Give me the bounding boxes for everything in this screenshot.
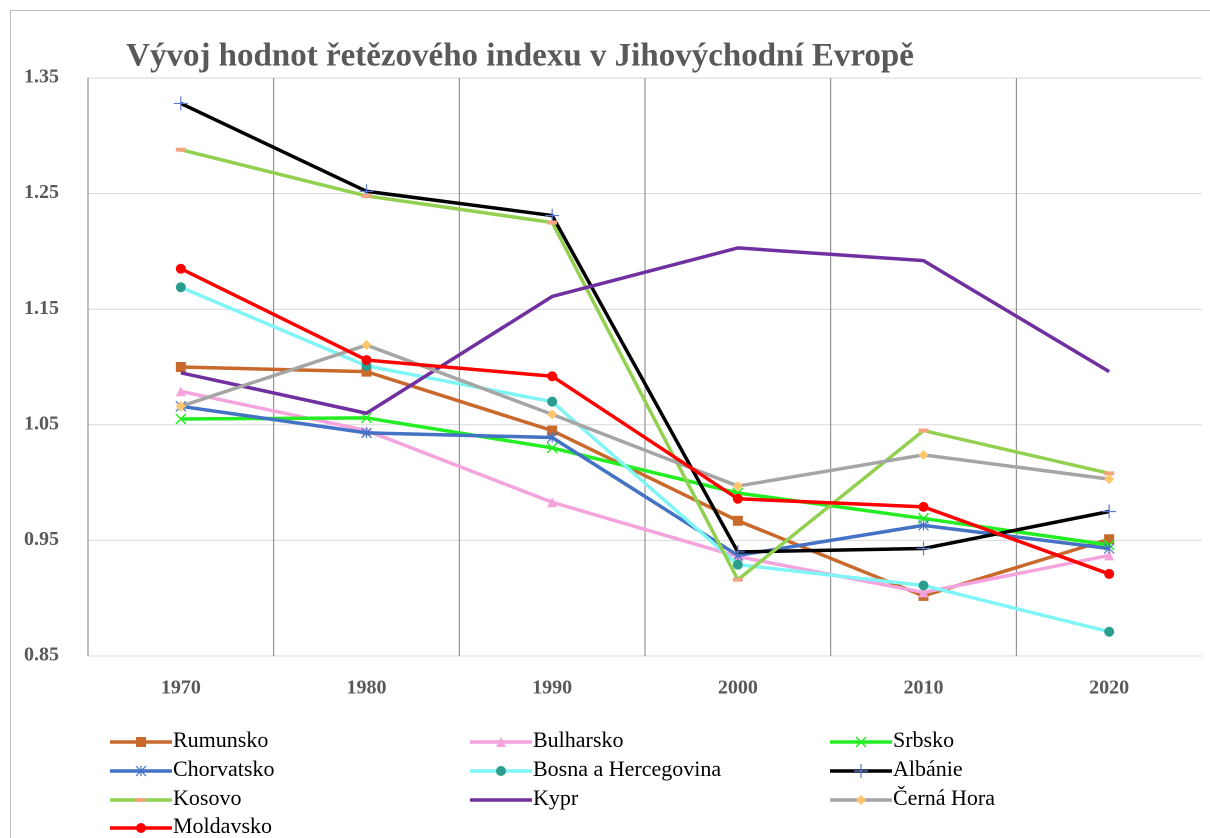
legend-label: Černá Hora: [893, 785, 995, 810]
marker: [1104, 568, 1115, 579]
marker: [175, 386, 186, 397]
marker: [361, 340, 372, 351]
marker: [361, 193, 372, 198]
x-tick-label: 2020: [1089, 677, 1129, 699]
marker: [361, 355, 372, 366]
marker: [732, 493, 743, 504]
y-tick-label: 1.05: [24, 412, 59, 434]
chart-border: [10, 10, 1210, 838]
series-line: [180, 147, 1110, 582]
marker: [1104, 550, 1115, 561]
x-tick-label: 2010: [904, 677, 944, 699]
marker: [136, 737, 146, 747]
series-line: [180, 416, 1110, 547]
marker: [918, 501, 929, 512]
y-tick-label: 1.15: [24, 297, 59, 319]
marker: [135, 765, 147, 777]
marker: [547, 396, 558, 407]
marker: [175, 413, 187, 425]
marker: [496, 737, 506, 747]
x-tick-label: 2000: [718, 677, 758, 699]
legend-label: Kosovo: [173, 785, 241, 810]
x-tick-label: 1970: [161, 677, 201, 699]
marker: [136, 823, 146, 833]
legend-label: Rumunsko: [173, 727, 268, 752]
marker: [360, 412, 373, 424]
marker: [546, 432, 558, 443]
marker: [918, 519, 929, 531]
marker: [496, 766, 506, 776]
marker: [175, 263, 186, 274]
marker: [918, 580, 929, 591]
legend-label: Kypr: [533, 785, 579, 810]
x-tick-label: 1990: [532, 677, 572, 699]
y-tick-label: 0.85: [24, 644, 59, 666]
marker: [547, 425, 558, 436]
marker: [918, 587, 929, 598]
marker: [361, 427, 372, 439]
marker: [732, 515, 743, 526]
marker: [136, 798, 146, 802]
marker: [173, 96, 188, 111]
marker: [1104, 471, 1115, 476]
marker: [547, 220, 558, 225]
series-line: [180, 246, 1111, 415]
marker: [916, 541, 931, 556]
marker: [175, 362, 186, 372]
series-line: [180, 285, 1110, 634]
legend-label: Albánie: [893, 756, 963, 781]
marker: [1104, 474, 1115, 485]
legend-label: Bulharsko: [533, 727, 623, 752]
marker: [175, 401, 186, 412]
marker: [1104, 534, 1115, 545]
marker: [547, 371, 558, 382]
y-tick-label: 0.95: [24, 528, 59, 550]
marker: [547, 497, 558, 508]
marker: [545, 208, 560, 223]
series-line: [180, 101, 1110, 554]
marker: [1102, 504, 1117, 519]
marker: [546, 442, 558, 454]
series-line: [180, 404, 1110, 558]
marker: [361, 366, 372, 377]
marker: [918, 428, 929, 433]
legend-label: Chorvatsko: [173, 756, 274, 781]
marker: [1103, 543, 1115, 554]
legend-label: Bosna a Hercegovina: [533, 756, 721, 781]
y-tick-label: 1.25: [24, 181, 59, 203]
marker: [175, 282, 186, 293]
marker: [854, 764, 868, 778]
marker: [1104, 626, 1115, 637]
marker: [855, 736, 867, 748]
marker: [732, 481, 743, 492]
marker: [732, 577, 743, 582]
marker: [918, 449, 929, 460]
series-line: [180, 389, 1110, 595]
marker: [732, 559, 743, 570]
marker: [547, 409, 558, 420]
marker: [730, 544, 745, 559]
legend-label: Moldavsko: [173, 813, 272, 838]
series-line: [180, 343, 1110, 488]
marker: [175, 147, 186, 152]
marker: [856, 795, 866, 805]
series-line: [180, 267, 1110, 576]
legend-label: Srbsko: [893, 727, 954, 752]
x-tick-label: 1980: [347, 677, 387, 699]
chart-title: Vývoj hodnot řetězového indexu v Jihovýc…: [126, 38, 914, 74]
y-tick-label: 1.35: [24, 66, 59, 88]
